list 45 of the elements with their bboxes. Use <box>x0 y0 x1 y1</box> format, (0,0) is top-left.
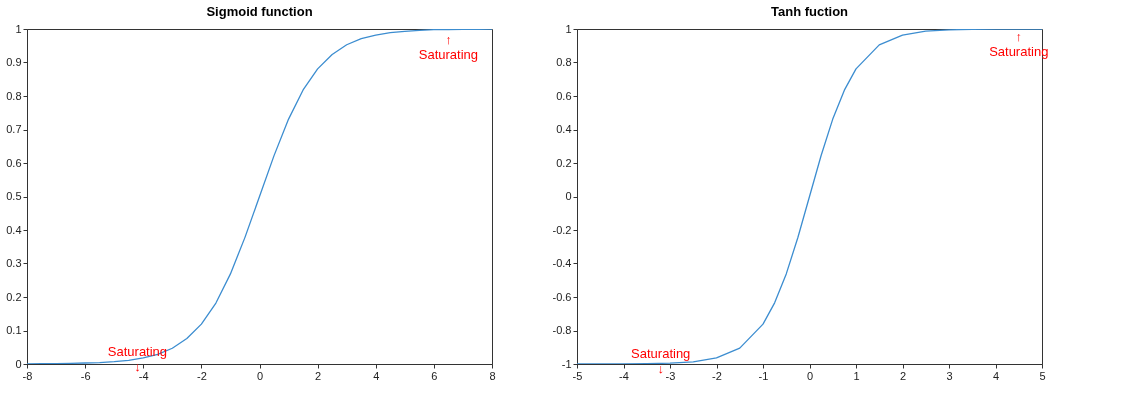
y-tick-label: -0.8 <box>552 324 572 336</box>
y-tick-label: 0.3 <box>6 257 22 269</box>
x-tick-label: -2 <box>196 369 207 382</box>
y-tick-label: -0.6 <box>552 290 572 303</box>
x-tick-label: 0 <box>806 369 814 382</box>
y-tick-label: 0.2 <box>556 156 572 169</box>
chart-title: Tanh fuction <box>770 4 849 19</box>
x-tick-label: -4 <box>619 369 629 382</box>
x-tick-label: -1 <box>758 369 769 382</box>
x-tick-label: 4 <box>373 369 380 382</box>
annotation: ↑ Saturating <box>418 32 479 63</box>
y-tick-label: 0.2 <box>6 290 22 303</box>
x-tick-label: -6 <box>80 369 91 382</box>
y-tick-label: 0.5 <box>6 190 22 202</box>
x-tick-label: 3 <box>946 369 953 382</box>
x-tick-label: -3 <box>665 369 676 382</box>
y-tick-label: 0.8 <box>556 56 572 68</box>
y-tick-label: 0.4 <box>556 123 572 135</box>
y-tick-label: -0.2 <box>552 223 572 236</box>
y-tick-label: 0.7 <box>6 123 22 135</box>
x-tick-label: -2 <box>712 369 722 382</box>
x-tick-label: 2 <box>315 369 322 382</box>
x-tick-label: 2 <box>899 369 907 382</box>
x-tick-label: 0 <box>256 369 264 382</box>
y-tick-label: -1 <box>561 357 572 370</box>
x-tick-label: 4 <box>992 369 1000 382</box>
y-tick-label: -0.4 <box>552 257 572 269</box>
y-tick-label: 0.6 <box>556 89 572 102</box>
y-tick-label: 0.4 <box>6 223 22 236</box>
x-tick-label: 8 <box>489 369 496 382</box>
x-tick-label: 5 <box>1039 369 1046 382</box>
x-tick-label: 1 <box>853 369 860 382</box>
y-tick-label: 0.9 <box>6 56 22 68</box>
x-tick-label: 6 <box>431 369 438 382</box>
y-tick-label: 0 <box>565 190 572 202</box>
x-tick-label: -4 <box>138 369 149 382</box>
y-tick-label: 1 <box>15 22 22 35</box>
y-tick-label: 0 <box>15 357 22 370</box>
y-tick-label: 0.6 <box>6 156 22 169</box>
y-tick-label: 0.8 <box>6 89 22 102</box>
x-tick-label: -8 <box>22 369 33 382</box>
y-tick-label: 0.1 <box>6 324 22 336</box>
chart-title: Sigmoid function <box>206 4 313 19</box>
y-tick-label: 1 <box>565 22 572 35</box>
x-tick-label: -5 <box>572 369 583 382</box>
